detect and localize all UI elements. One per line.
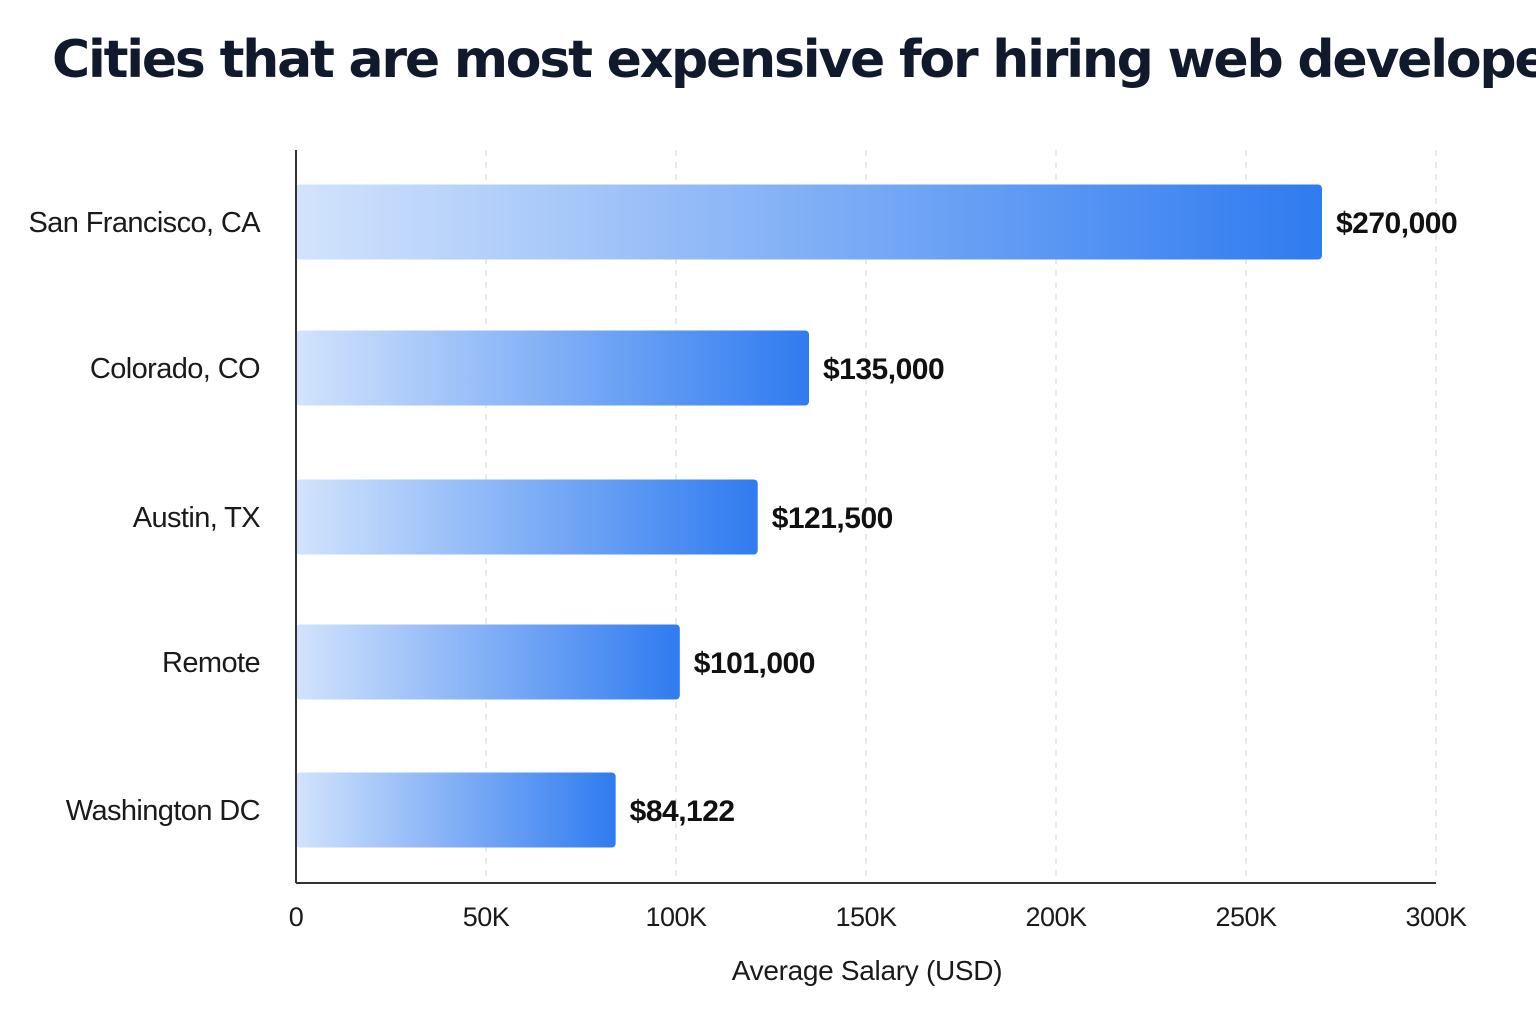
x-tick-label: 50K bbox=[463, 902, 510, 932]
x-tick-label: 300K bbox=[1405, 902, 1467, 932]
grid-lines bbox=[485, 150, 1437, 883]
category-label: Austin, TX bbox=[133, 502, 261, 534]
x-tick-label: 150K bbox=[835, 902, 897, 932]
bar bbox=[296, 330, 809, 406]
bar bbox=[296, 624, 680, 700]
x-tick-label: 250K bbox=[1215, 902, 1277, 932]
axes bbox=[295, 150, 1436, 884]
data-label: $101,000 bbox=[694, 647, 815, 680]
category-label: Remote bbox=[162, 647, 260, 679]
data-label: $135,000 bbox=[823, 353, 944, 386]
bar bbox=[296, 184, 1322, 260]
labels: San Francisco, CA $270,000 Colorado, CO $13… bbox=[28, 207, 1467, 986]
bar bbox=[296, 772, 616, 848]
data-label: $270,000 bbox=[1336, 207, 1457, 240]
chart-title: Cities that are most expensive for hirin… bbox=[52, 30, 1536, 90]
data-label: $121,500 bbox=[772, 502, 893, 535]
category-label: Colorado, CO bbox=[90, 353, 260, 385]
bar bbox=[296, 479, 758, 555]
data-label: $84,122 bbox=[630, 795, 735, 828]
bars bbox=[296, 184, 1322, 848]
x-tick-label: 100K bbox=[645, 902, 707, 932]
category-label: San Francisco, CA bbox=[28, 207, 261, 239]
x-tick-label: 200K bbox=[1025, 902, 1087, 932]
category-label: Washington DC bbox=[66, 795, 260, 827]
x-axis-title: Average Salary (USD) bbox=[732, 955, 1002, 986]
x-tick-label: 0 bbox=[289, 902, 304, 932]
